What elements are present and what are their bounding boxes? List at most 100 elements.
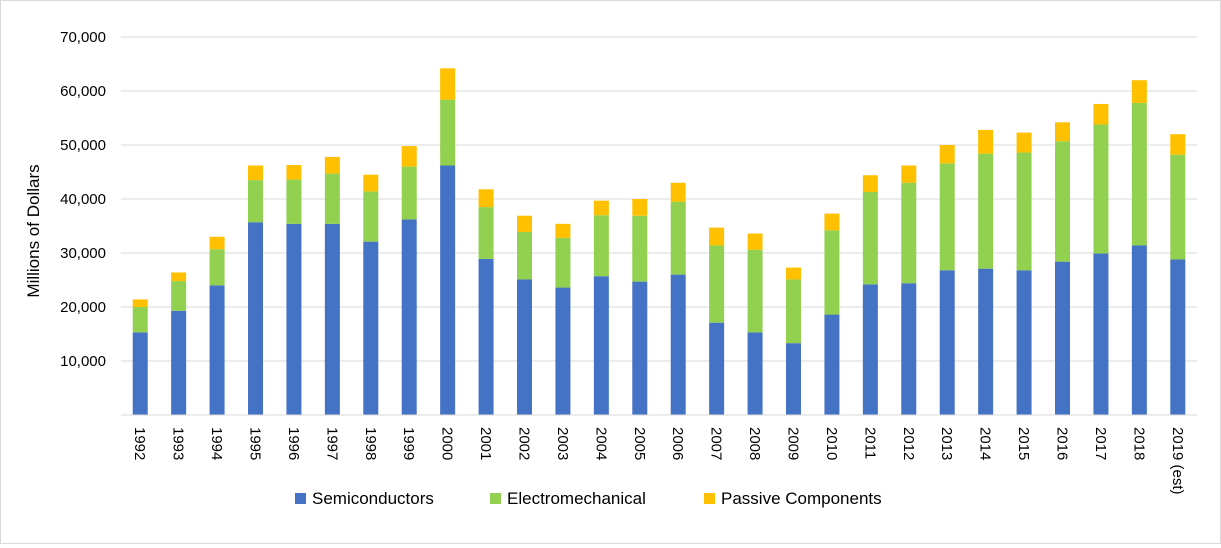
- bar-passive-components-1997: [324, 156, 340, 174]
- bar-electromechanical-1994: [209, 249, 225, 286]
- bar-semiconductors-2017: [1093, 253, 1109, 415]
- bar-semiconductors-2003: [555, 287, 571, 415]
- bar-passive-components-2005: [632, 199, 648, 216]
- y-axis-label: Millions of Dollars: [24, 164, 43, 297]
- bar-semiconductors-2019-est: [1170, 259, 1186, 415]
- x-tick-label: 1994: [208, 427, 225, 460]
- bar-passive-components-1995: [248, 165, 263, 181]
- legend-swatch-passive-components: [704, 493, 715, 504]
- y-tick-label: 70,000: [60, 29, 106, 46]
- legend: Semiconductors Electromechanical Passive C…: [295, 489, 882, 508]
- bar-passive-components-2001: [478, 189, 494, 208]
- x-tick-label: 2014: [977, 427, 994, 460]
- bar-passive-components-2003: [555, 223, 571, 238]
- x-tick-label: 1997: [323, 427, 340, 460]
- x-tick-label: 2015: [1015, 427, 1032, 460]
- bar-electromechanical-2011: [862, 191, 878, 285]
- bar-passive-components-1996: [286, 164, 302, 180]
- bar-electromechanical-2014: [978, 153, 994, 269]
- bar-passive-components-2019-est: [1170, 134, 1186, 155]
- x-tick-label: 2003: [554, 427, 571, 460]
- x-tick-label: 1992: [131, 427, 148, 460]
- bar-semiconductors-2014: [978, 268, 994, 415]
- x-tick-label: 1999: [400, 427, 417, 460]
- x-tick-label: 2013: [938, 427, 955, 460]
- bar-passive-components-1998: [363, 174, 379, 192]
- bar-passive-components-2010: [824, 213, 840, 231]
- y-tick-label: 50,000: [60, 137, 106, 154]
- bar-passive-components-2017: [1093, 103, 1109, 125]
- x-tick-label: 1993: [170, 427, 187, 460]
- bar-semiconductors-1995: [248, 222, 263, 415]
- bar-semiconductors-2006: [670, 274, 686, 415]
- bars: [132, 68, 1186, 415]
- bar-semiconductors-2013: [939, 270, 955, 415]
- x-axis-ticks: 1992 1993 1994 1995 1996 1997 1998 1999 2000 2001…: [131, 427, 1186, 495]
- legend-swatch-electromechanical: [490, 493, 501, 504]
- bar-electromechanical-1993: [171, 281, 187, 311]
- bar-passive-components-1993: [171, 272, 187, 282]
- bar-passive-components-2006: [670, 182, 686, 202]
- y-tick-label: 10,000: [60, 353, 106, 370]
- bar-electromechanical-2016: [1055, 141, 1070, 262]
- x-tick-label: 1995: [247, 427, 264, 460]
- bar-semiconductors-2002: [517, 279, 532, 415]
- bar-semiconductors-2012: [901, 283, 917, 415]
- bar-electromechanical-2000: [440, 99, 456, 166]
- bar-electromechanical-2002: [517, 231, 532, 280]
- x-tick-label: 2009: [785, 427, 802, 460]
- bar-passive-components-2018: [1131, 80, 1147, 103]
- bar-semiconductors-1998: [363, 241, 379, 415]
- bar-semiconductors-2005: [632, 281, 648, 415]
- legend-label-electromechanical: Electromechanical: [507, 489, 646, 508]
- bar-passive-components-2009: [786, 267, 801, 280]
- bar-passive-components-2013: [939, 145, 955, 164]
- bar-semiconductors-2015: [1016, 270, 1032, 415]
- x-tick-label: 2019 (est): [1169, 427, 1186, 495]
- bar-electromechanical-2007: [709, 245, 725, 323]
- x-tick-label: 2010: [823, 427, 840, 460]
- bar-passive-components-2014: [978, 129, 994, 154]
- bar-semiconductors-1997: [324, 223, 340, 415]
- bar-passive-components-2004: [593, 200, 609, 216]
- y-axis-ticks: 10,000 20,000 30,000 40,000 50,000 60,000 70,0…: [60, 29, 106, 370]
- bar-passive-components-2008: [747, 233, 763, 250]
- legend-swatch-semiconductors: [295, 493, 306, 504]
- bar-passive-components-2011: [862, 175, 878, 192]
- x-tick-label: 2006: [669, 427, 686, 460]
- x-tick-label: 2007: [708, 427, 725, 460]
- bar-electromechanical-2018: [1131, 102, 1147, 246]
- bar-semiconductors-1996: [286, 223, 302, 415]
- y-tick-label: 30,000: [60, 245, 106, 262]
- legend-label-semiconductors: Semiconductors: [312, 489, 434, 508]
- bar-semiconductors-2000: [440, 165, 456, 415]
- gridlines: [121, 36, 1197, 362]
- y-tick-label: 20,000: [60, 299, 106, 316]
- bar-electromechanical-2006: [670, 201, 686, 275]
- bar-electromechanical-2017: [1093, 124, 1109, 254]
- bar-electromechanical-2012: [901, 182, 917, 284]
- x-tick-label: 2001: [477, 427, 494, 460]
- bar-electromechanical-1997: [324, 173, 340, 224]
- bar-electromechanical-2015: [1016, 152, 1032, 271]
- x-tick-label: 2016: [1054, 427, 1071, 460]
- x-tick-label: 2008: [746, 427, 763, 460]
- bar-electromechanical-2010: [824, 230, 840, 315]
- bar-electromechanical-2008: [747, 249, 763, 333]
- x-tick-label: 2012: [900, 427, 917, 460]
- bar-semiconductors-1999: [401, 219, 417, 415]
- bar-passive-components-1994: [209, 236, 225, 250]
- bar-semiconductors-1994: [209, 285, 225, 415]
- bar-electromechanical-2019-est: [1170, 154, 1186, 260]
- bar-electromechanical-2009: [786, 279, 801, 344]
- bar-passive-components-1999: [401, 146, 417, 167]
- bar-electromechanical-1996: [286, 179, 302, 224]
- legend-label-passive-components: Passive Components: [721, 489, 882, 508]
- bar-semiconductors-2016: [1055, 261, 1070, 415]
- bar-passive-components-2007: [709, 227, 725, 246]
- bar-semiconductors-2009: [786, 343, 801, 415]
- x-tick-label: 2017: [1092, 427, 1109, 460]
- bar-semiconductors-2011: [862, 284, 878, 415]
